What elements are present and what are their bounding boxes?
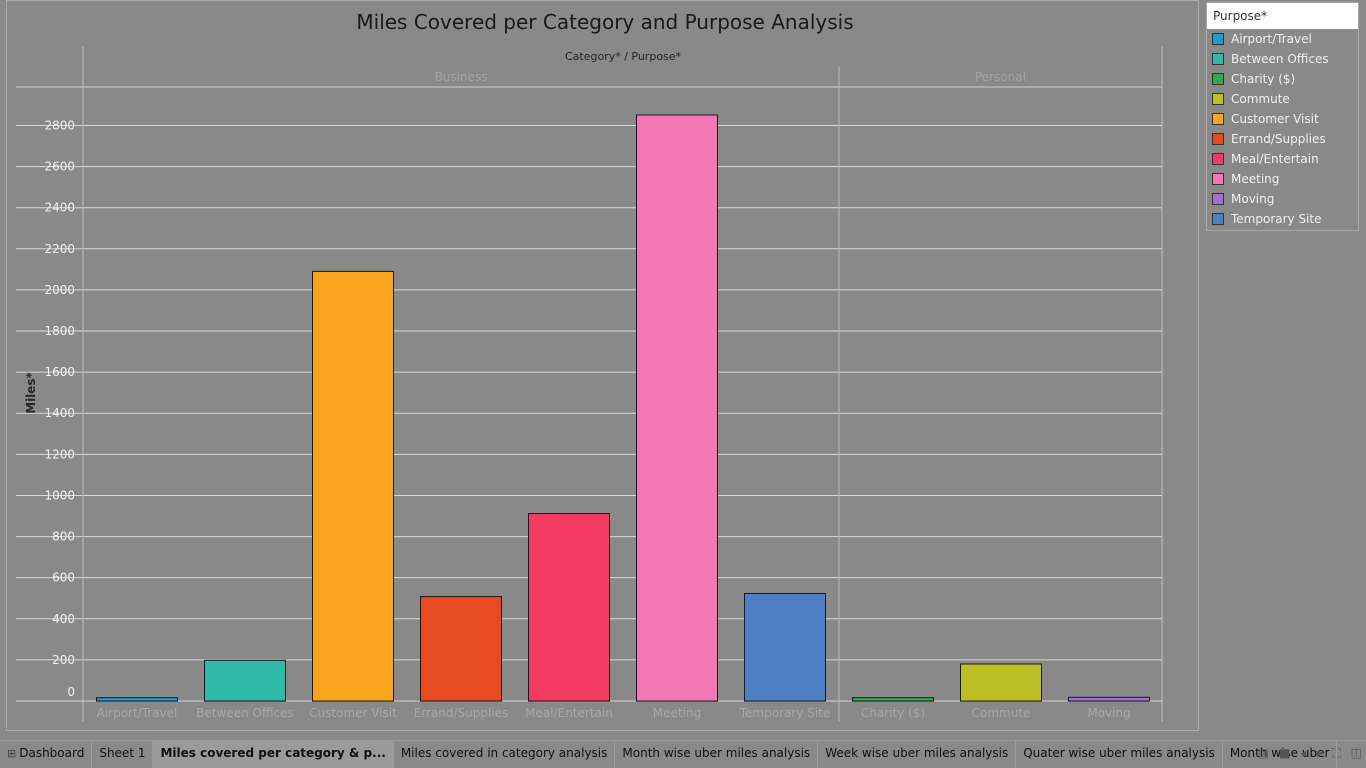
bar-moving <box>1069 697 1150 701</box>
tab-label: Dashboard <box>19 746 84 760</box>
tab-sheet[interactable]: Miles covered in category analysis <box>394 741 616 768</box>
y-tick-label: 600 <box>52 571 75 585</box>
x-category-label: Customer Visit <box>309 706 397 720</box>
y-tick-label: 1200 <box>44 447 75 461</box>
x-category-label: Commute <box>972 706 1031 720</box>
tab-label: Week wise uber miles analysis <box>825 746 1008 760</box>
y-tick-label: 2000 <box>44 283 75 297</box>
y-tick-label: 2200 <box>44 242 75 256</box>
x-category-label: Temporary Site <box>739 706 831 720</box>
tab-dashboard[interactable]: ⊞ Dashboard <box>0 741 92 768</box>
legend-swatch <box>1212 133 1224 145</box>
legend-swatch <box>1212 33 1224 45</box>
dashboard-grid-icon: ⊞ <box>7 747 16 760</box>
x-category-label: Meeting <box>653 706 701 720</box>
x-category-label: Moving <box>1087 706 1130 720</box>
prev-sheet-icon[interactable]: ◂ <box>1300 746 1306 761</box>
legend-item-label: Moving <box>1231 192 1274 206</box>
bar-meeting <box>637 115 718 701</box>
sheet-tab-bar: ⊞ Dashboard Sheet 1 Miles covered per categ… <box>0 740 1366 768</box>
y-tick-label: 200 <box>52 653 75 667</box>
y-tick-label: 1400 <box>44 406 75 420</box>
legend-swatch <box>1212 193 1224 205</box>
legend-swatch <box>1212 153 1224 165</box>
legend: Purpose* Airport/Travel Between Offices Ch… <box>1206 2 1359 231</box>
legend-item[interactable]: Errand/Supplies <box>1207 129 1358 149</box>
presentation-icon[interactable]: ◫ <box>1351 746 1362 761</box>
legend-item-label: Errand/Supplies <box>1231 132 1326 146</box>
legend-item[interactable]: Moving <box>1207 189 1358 209</box>
y-tick-label: 1000 <box>44 488 75 502</box>
y-tick-label: 1800 <box>44 324 75 338</box>
x-category-label: Between Offices <box>196 706 294 720</box>
fullscreen-icon[interactable]: ⛶ <box>1332 746 1340 761</box>
legend-item-label: Customer Visit <box>1231 112 1319 126</box>
sheet-sorter-icon[interactable]: ■ <box>1279 746 1290 761</box>
filmstrip-icon[interactable]: ▤ <box>1258 746 1269 761</box>
legend-item[interactable]: Customer Visit <box>1207 109 1358 129</box>
legend-swatch <box>1212 73 1224 85</box>
tab-label: Sheet 1 <box>99 746 145 760</box>
tab-sheet[interactable]: Month wise uber miles analysis <box>615 741 818 768</box>
bar-customer-visit <box>313 271 394 701</box>
bar-between-offices <box>205 660 286 701</box>
legend-item[interactable]: Airport/Travel <box>1207 29 1358 49</box>
y-tick-label: 800 <box>52 530 75 544</box>
bar-charity- <box>853 698 934 701</box>
y-tick-label: 400 <box>52 612 75 626</box>
tab-sheet[interactable]: Week wise uber miles analysis <box>818 741 1016 768</box>
legend-item-label: Temporary Site <box>1231 212 1322 226</box>
bar-temporary-site <box>745 594 826 701</box>
legend-title[interactable]: Purpose* <box>1207 3 1358 29</box>
tab-sheet[interactable]: Sheet 1 <box>92 741 153 768</box>
legend-swatch <box>1212 93 1224 105</box>
legend-swatch <box>1212 173 1224 185</box>
legend-item[interactable]: Between Offices <box>1207 49 1358 69</box>
tab-controls: ▤ ■ ◂ ▸ ⛶ ◫ <box>1258 746 1363 761</box>
legend-swatch <box>1212 53 1224 65</box>
legend-swatch <box>1212 213 1224 225</box>
tab-label: Miles covered in category analysis <box>401 746 608 760</box>
legend-item-label: Airport/Travel <box>1231 32 1312 46</box>
bar-commute <box>961 664 1042 701</box>
next-sheet-icon[interactable]: ▸ <box>1316 746 1322 761</box>
tab-label: Month wise uber miles analysis <box>622 746 810 760</box>
legend-item-label: Between Offices <box>1231 52 1329 66</box>
tab-sheet[interactable]: Quater wise uber miles analysis <box>1016 741 1223 768</box>
legend-item[interactable]: Temporary Site <box>1207 209 1358 229</box>
tab-label: Quater wise uber miles analysis <box>1023 746 1215 760</box>
y-tick-label: 2400 <box>44 201 75 215</box>
x-category-label: Airport/Travel <box>97 706 178 720</box>
tab-sheet[interactable]: Miles covered per category & p... <box>153 741 393 768</box>
legend-item[interactable]: Charity ($) <box>1207 69 1358 89</box>
legend-items: Airport/Travel Between Offices Charity ($)… <box>1207 29 1358 229</box>
bar-chart: 0 200 400 600 800 1000 1200 1400 1600 1800 2000 220… <box>0 0 1200 735</box>
legend-item-label: Meal/Entertain <box>1231 152 1319 166</box>
legend-item-label: Charity ($) <box>1231 72 1295 86</box>
legend-item[interactable]: Meal/Entertain <box>1207 149 1358 169</box>
bar-errand-supplies <box>421 597 502 701</box>
x-category-label: Charity ($) <box>861 706 925 720</box>
x-category-label: Meal/Entertain <box>525 706 613 720</box>
y-tick-label: 2800 <box>44 118 75 132</box>
legend-item[interactable]: Meeting <box>1207 169 1358 189</box>
bar-airport-travel <box>97 698 178 701</box>
x-category-label: Errand/Supplies <box>414 706 509 720</box>
legend-item-label: Commute <box>1231 92 1290 106</box>
legend-item[interactable]: Commute <box>1207 89 1358 109</box>
legend-swatch <box>1212 113 1224 125</box>
bar-meal-entertain <box>529 514 610 701</box>
tab-label: Miles covered per category & p... <box>160 746 385 760</box>
y-tick-label: 2600 <box>44 160 75 174</box>
y-tick-label: 1600 <box>44 365 75 379</box>
legend-item-label: Meeting <box>1231 172 1279 186</box>
y-tick-label: 0 <box>67 685 75 699</box>
